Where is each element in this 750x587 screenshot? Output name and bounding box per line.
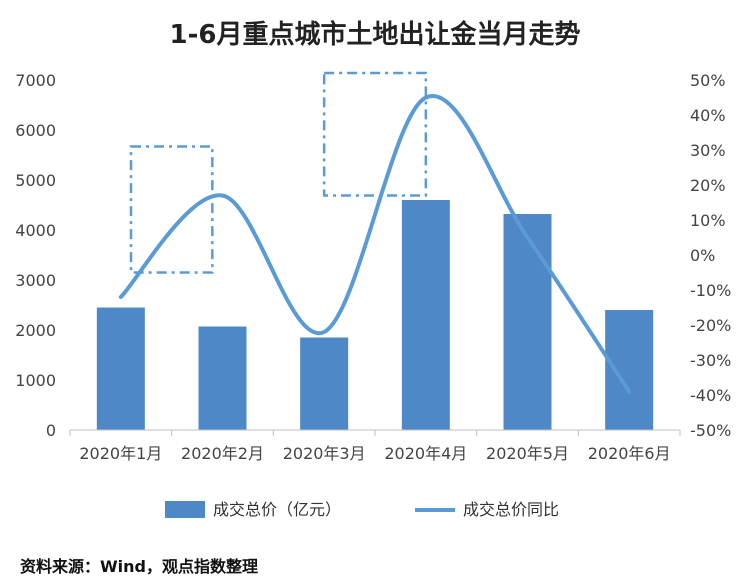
right-tick-label: -30%	[690, 351, 731, 370]
right-axis-ticks: -50% -40% -30% -20% -10% 0% 10% 20% 30% 40% 50%	[690, 71, 731, 440]
x-tick-label: 2020年3月	[283, 444, 366, 463]
highlight-boxes	[129, 71, 428, 274]
legend: 成交总价（亿元） 成交总价同比	[165, 500, 559, 519]
x-axis-ticks: 2020年1月 2020年2月 2020年3月 2020年4月 2020年5月 2020年…	[69, 430, 681, 463]
trend-line	[118, 93, 632, 394]
right-tick-label: -40%	[690, 386, 731, 405]
right-tick-label: 20%	[690, 176, 726, 195]
left-tick-label: 6000	[15, 121, 56, 140]
legend-bar-label: 成交总价（亿元）	[213, 500, 341, 519]
legend-bar-swatch	[165, 501, 205, 518]
right-tick-label: 10%	[690, 211, 726, 230]
right-tick-label: 30%	[690, 141, 726, 160]
x-tick-label: 2020年5月	[486, 444, 569, 463]
right-tick-label: -20%	[690, 316, 731, 335]
left-axis-ticks: 0 1000 2000 3000 4000 5000 6000 7000	[15, 71, 56, 440]
left-tick-label: 0	[46, 421, 56, 440]
bars	[96, 200, 654, 430]
highlight-box-2	[322, 71, 428, 197]
left-tick-label: 1000	[15, 371, 56, 390]
right-tick-label: 50%	[690, 71, 726, 90]
right-tick-label: 40%	[690, 106, 726, 125]
left-tick-label: 2000	[15, 321, 56, 340]
chart-title: 1-6月重点城市土地出让金当月走势	[169, 20, 581, 50]
source-note: 资料来源：Wind，观点指数整理	[20, 557, 258, 576]
x-tick-label: 2020年2月	[181, 444, 264, 463]
bar-5	[503, 214, 552, 430]
left-tick-label: 5000	[15, 171, 56, 190]
bar-3	[300, 337, 349, 430]
left-tick-label: 3000	[15, 271, 56, 290]
right-tick-label: -10%	[690, 281, 731, 300]
bar-2	[198, 326, 247, 430]
bar-1	[96, 307, 145, 430]
highlight-box-1	[129, 145, 214, 274]
x-tick-label: 2020年1月	[79, 444, 162, 463]
right-tick-label: -50%	[690, 421, 731, 440]
right-tick-label: 0%	[690, 246, 715, 265]
left-tick-label: 7000	[15, 71, 56, 90]
yoy-line	[118, 93, 632, 394]
x-tick-label: 2020年6月	[588, 444, 671, 463]
left-tick-label: 4000	[15, 221, 56, 240]
x-tick-label: 2020年4月	[384, 444, 467, 463]
legend-line-label: 成交总价同比	[463, 500, 559, 519]
bar-6	[605, 310, 654, 430]
bar-4	[401, 200, 450, 430]
